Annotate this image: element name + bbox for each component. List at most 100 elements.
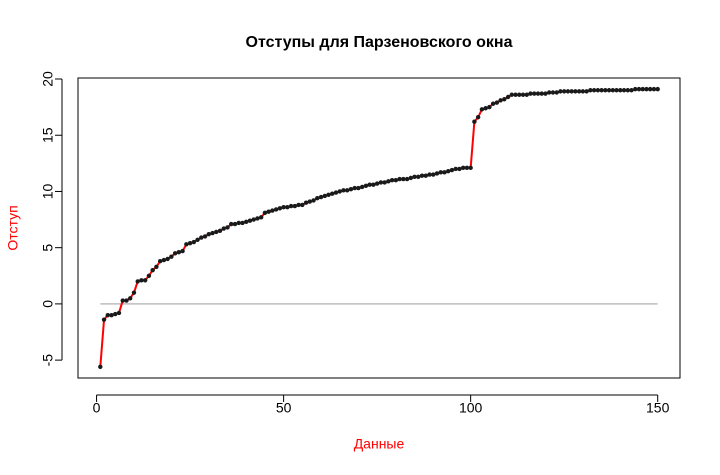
data-point [154,264,159,269]
data-point [195,237,200,243]
data-point [247,218,253,223]
data-point [576,89,582,94]
data-point [311,198,316,203]
data-point [315,196,320,201]
data-point [573,89,578,94]
data-point [584,89,589,94]
data-point [187,240,193,246]
data-point [464,165,470,171]
data-point [625,88,630,93]
data-point [348,187,354,192]
data-point [243,219,249,225]
data-point [109,312,114,318]
data-point [135,279,140,284]
x-tick-label: 0 [93,400,101,416]
data-point [157,258,163,264]
data-point [651,86,657,92]
data-point [561,89,567,94]
y-tick-label: 0 [40,300,56,308]
data-point [341,188,346,193]
y-tick-label: -5 [40,354,56,367]
data-point [326,192,331,198]
data-point [146,273,152,278]
data-point [352,185,357,191]
data-point [131,290,137,295]
data-point [318,194,324,200]
x-tick-label: 150 [646,400,670,416]
data-point [382,180,387,185]
data-point [446,169,451,174]
y-tick-label: 15 [40,127,56,143]
y-axis-label: Отступ [5,205,21,250]
data-point [300,202,305,208]
data-point [408,175,413,181]
data-point [161,257,167,263]
data-point [535,91,541,96]
data-point [591,88,597,93]
data-point [494,100,500,105]
data-point [483,106,488,111]
data-point [423,173,428,178]
data-point [184,242,189,247]
data-point [292,203,298,209]
data-point [367,182,372,187]
data-point [569,89,574,94]
data-point [120,298,125,303]
data-point [389,178,395,183]
data-point [229,221,234,227]
data-point [378,180,384,185]
data-point [116,310,122,316]
data-point [528,91,533,96]
data-point [629,88,634,93]
data-point [303,200,309,205]
data-point [180,248,185,254]
data-point [479,107,485,112]
data-point [258,215,264,220]
data-point [603,88,608,93]
data-point [206,231,211,237]
data-point [431,172,436,177]
data-point [640,86,645,92]
data-point [505,94,511,100]
data-point [124,298,129,303]
data-point [202,234,208,239]
data-point [580,89,586,94]
data-point [277,206,283,211]
data-point [105,312,110,318]
data-point [296,202,301,208]
data-point [554,90,559,95]
data-point [595,88,601,93]
data-point [655,86,660,92]
data-point [150,267,155,273]
data-point [386,179,391,184]
data-point [255,216,260,221]
data-point [236,220,241,226]
data-point [539,91,544,96]
data-point [113,311,118,317]
data-point [128,296,133,301]
data-point [371,182,376,187]
chart-title: Отступы для Парзеновского окна [246,34,513,51]
data-point [285,204,290,210]
data-point [412,174,417,180]
data-point [165,256,170,262]
data-point [288,203,294,209]
data-point [588,88,593,93]
plot-frame [77,77,681,379]
x-tick-label: 100 [459,400,483,416]
data-point [199,235,204,240]
data-point [520,92,526,97]
data-point [543,91,548,96]
data-point [221,226,226,231]
data-point [172,251,178,256]
x-tick-label: 50 [276,400,292,416]
data-point [509,92,515,97]
data-point [502,97,507,102]
data-point [98,364,103,370]
data-point [513,92,518,97]
data-point [457,166,462,172]
data-point [453,166,458,172]
data-point [487,104,492,110]
y-tick-label: 5 [40,244,56,252]
data-point [419,173,425,178]
